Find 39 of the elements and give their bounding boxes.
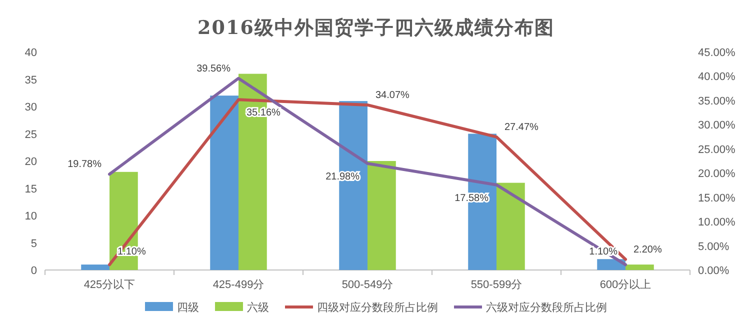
legend-label: 四级 bbox=[177, 302, 199, 314]
y-tick-label: 5 bbox=[30, 238, 37, 250]
y-tick-label: 30 bbox=[24, 102, 37, 114]
y-tick-label: 10 bbox=[24, 210, 37, 222]
bar bbox=[81, 264, 110, 270]
bar bbox=[496, 182, 525, 270]
x-tick-label: 500-549分 bbox=[342, 279, 394, 291]
legend-label: 四级对应分数段所占比例 bbox=[317, 301, 438, 314]
y-tick-label: 40 bbox=[24, 47, 37, 59]
data-label: 34.07% bbox=[376, 90, 410, 101]
data-label: 27.47% bbox=[504, 122, 539, 133]
y-tick-label: 25 bbox=[24, 128, 37, 141]
bar bbox=[626, 264, 654, 270]
x-tick-label: 425分以下 bbox=[84, 278, 136, 291]
y-tick-label: 35 bbox=[24, 74, 37, 86]
y2-tick-label: 20.00% bbox=[698, 168, 736, 180]
y-tick-label: 0 bbox=[30, 265, 37, 277]
data-label: 19.78% bbox=[68, 159, 102, 170]
legend-label: 六级对应分数段所占比例 bbox=[486, 301, 607, 314]
y2-tick-label: 35.00% bbox=[698, 95, 736, 108]
y2-tick-label: 40.00% bbox=[698, 71, 736, 84]
y2-tick-label: 25.00% bbox=[698, 144, 736, 156]
x-tick-label: 600分以上 bbox=[600, 278, 652, 291]
y2-tick-label: 5.00% bbox=[698, 240, 730, 253]
bar bbox=[368, 161, 396, 270]
data-label: 2.20% bbox=[634, 244, 662, 256]
data-label: 39.56% bbox=[196, 63, 231, 74]
x-tick-label: 425-499分 bbox=[212, 279, 264, 291]
bar bbox=[210, 96, 238, 270]
x-tick-label: 550-599分 bbox=[470, 279, 522, 291]
y2-tick-label: 15.00% bbox=[698, 192, 736, 204]
y2-tick-label: 45.00% bbox=[698, 47, 736, 59]
y2-tick-label: 30.00% bbox=[698, 120, 736, 132]
legend-label: 六级 bbox=[247, 301, 269, 314]
chart-title: 2016级中外国贸学子四六级成绩分布图 bbox=[198, 17, 554, 39]
y2-tick-label: 0.00% bbox=[698, 265, 730, 277]
y2-tick-label: 10.00% bbox=[698, 216, 736, 229]
y-tick-label: 15 bbox=[24, 183, 37, 196]
y-tick-label: 20 bbox=[24, 156, 37, 168]
